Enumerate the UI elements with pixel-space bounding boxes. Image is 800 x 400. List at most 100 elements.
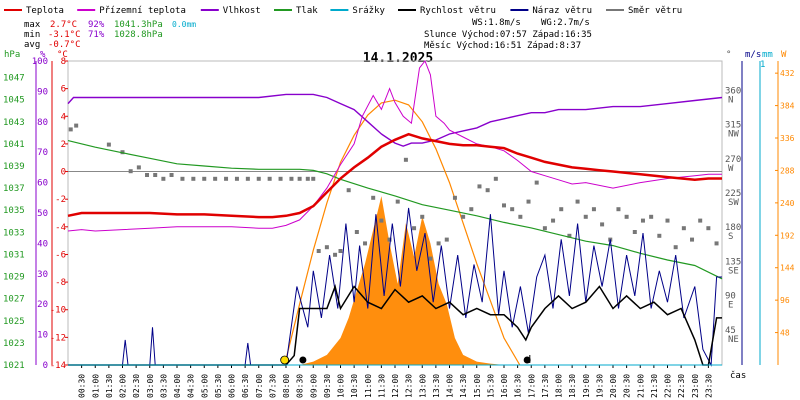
tick-label-dir: E [728, 301, 733, 311]
direction-point [245, 176, 250, 181]
tick-label-x: 17:30 [541, 374, 550, 398]
tick-label-hpa: 1041 [3, 140, 25, 150]
axis-title-time: čas [730, 370, 746, 381]
tick-label-x: 20:30 [623, 374, 632, 398]
direction-point [346, 188, 351, 193]
direction-point [234, 176, 239, 181]
direction-point [278, 176, 283, 181]
series-gust [68, 207, 722, 367]
legend-label: Vlhkost [223, 6, 261, 16]
series-solar [284, 99, 521, 366]
axis-title-pct: % [40, 50, 46, 60]
tick-label-hpa: 1031 [3, 250, 25, 260]
tick-label-x: 19:30 [595, 374, 604, 398]
direction-point [289, 176, 294, 181]
axis-ms-top: 1 [760, 60, 765, 70]
tick-label-x: 08:30 [296, 374, 305, 398]
tick-label-x: 05:00 [200, 374, 209, 398]
direction-point [161, 176, 166, 181]
direction-point [136, 165, 141, 170]
direction-point [436, 241, 441, 246]
direction-point [267, 176, 272, 181]
legend-label: Přízemní teplota [99, 6, 186, 16]
tick-label-c: -6 [55, 250, 66, 260]
direction-point [518, 214, 523, 219]
tick-label-x: 10:00 [337, 374, 346, 398]
tick-label-x: 00:30 [78, 374, 87, 398]
tick-label-hpa: 1033 [3, 228, 25, 238]
axis-title-w: W [781, 50, 787, 60]
stat-max-press: 1041.3hPa [114, 20, 163, 30]
tick-label-x: 04:00 [173, 374, 182, 398]
direction-point [191, 176, 196, 181]
axis-title-ms: m/s [745, 50, 761, 60]
legend-label: Rychlost větru [420, 6, 496, 16]
legend-label: Směr větru [628, 6, 682, 16]
tick-label-deg: 135 [725, 257, 741, 267]
direction-point [387, 237, 392, 242]
direction-point [632, 230, 637, 234]
tick-label-x: 16:30 [514, 374, 523, 398]
direction-point [311, 176, 316, 181]
tick-label-x: 22:30 [677, 374, 686, 398]
tick-label-x: 14:00 [446, 374, 455, 398]
legend-label: Teplota [26, 6, 64, 16]
direction-point [333, 252, 338, 257]
legend-label: Náraz větru [532, 6, 592, 16]
direction-point [305, 176, 310, 181]
tick-label-x: 06:00 [228, 374, 237, 398]
direction-point [324, 245, 329, 250]
direction-point [698, 218, 703, 223]
direction-point [624, 214, 629, 219]
axis-title-deg: ° [726, 50, 731, 60]
direction-point [371, 195, 376, 200]
tick-label-pct: 10 [37, 331, 48, 341]
tick-label-w: 240 [780, 199, 795, 208]
tick-label-hpa: 1043 [3, 118, 25, 128]
stat-min-press: 1028.8hPa [114, 30, 163, 40]
tick-label-dir: N [728, 95, 733, 105]
tick-label-x: 16:00 [500, 374, 509, 398]
direction-point [567, 233, 572, 238]
tick-label-c: 2 [61, 140, 66, 150]
tick-label-x: 07:30 [268, 374, 277, 398]
stat-max-rain: 0.0mm [172, 20, 196, 29]
tick-label-x: 13:30 [432, 374, 441, 398]
tick-label-pct: 50 [37, 209, 48, 219]
axis-titles: hPa % °C ° m/s mm W 1 čas [4, 50, 787, 381]
series-pressure [67, 140, 723, 280]
tick-label-hpa: 1021 [3, 361, 25, 371]
tick-label-deg: 270 [725, 155, 741, 165]
info-sun: Slunce Východ:07:57 Západ:16:35 [424, 30, 592, 40]
direction-point [403, 157, 408, 162]
tick-label-x: 20:00 [609, 374, 618, 398]
series-humidity [67, 93, 723, 147]
direction-point [213, 176, 218, 181]
tick-label-x: 11:30 [377, 374, 386, 398]
tick-label-pct: 60 [37, 179, 48, 189]
series-solar-measured [299, 196, 504, 365]
plot-area [67, 60, 723, 367]
direction-point [510, 207, 515, 212]
tick-label-w: 192 [780, 231, 795, 240]
direction-point [354, 230, 359, 234]
tick-label-w: 144 [780, 264, 795, 273]
tick-label-x: 18:30 [568, 374, 577, 398]
info-moon: Měsíc Východ:16:51 Západ:8:37 [424, 41, 581, 51]
tick-label-c: -8 [55, 278, 66, 288]
info-ws: WS:1.8m/s [472, 18, 521, 28]
direction-point [551, 218, 556, 223]
tick-label-x: 17:00 [527, 374, 536, 398]
tick-label-x: 12:30 [405, 374, 414, 398]
direction-point [681, 226, 686, 231]
tick-label-x: 23:30 [704, 374, 713, 398]
direction-point [379, 218, 384, 223]
info-wg: WG:2.7m/s [541, 18, 590, 28]
tick-label-x: 09:00 [309, 374, 318, 398]
tick-label-x: 07:00 [255, 374, 264, 398]
tick-label-x: 08:00 [282, 374, 291, 398]
direction-point [640, 218, 645, 223]
tick-label-hpa: 1035 [3, 206, 25, 216]
direction-point [74, 123, 79, 128]
